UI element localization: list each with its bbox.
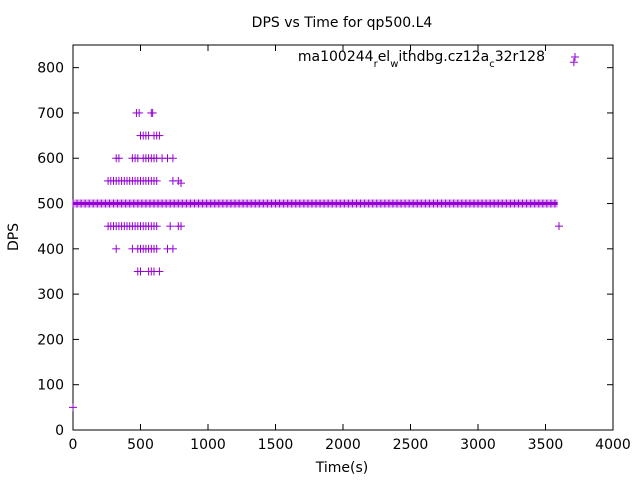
data-point: [152, 176, 161, 185]
data-point: [168, 154, 177, 163]
data-point: [177, 222, 185, 231]
x-tick-label: 500: [127, 437, 154, 453]
y-tick-label: 0: [55, 423, 64, 439]
x-tick-label: 3500: [528, 437, 564, 453]
data-point: [569, 58, 578, 67]
x-tick-label: 3000: [460, 437, 496, 453]
y-tick-label: 500: [37, 197, 64, 213]
x-tick-label: 0: [69, 437, 78, 453]
legend-label: ma100244relwithdbg.cz12ac32r128: [298, 49, 545, 70]
data-point: [571, 53, 579, 61]
series-points: [69, 58, 578, 412]
y-tick-label: 800: [37, 61, 64, 77]
data-point: [148, 108, 157, 117]
x-tick-label: 1500: [258, 437, 294, 453]
y-tick-label: 100: [37, 378, 64, 394]
data-point: [177, 179, 185, 188]
y-tick-label: 300: [37, 287, 64, 303]
y-tick-label: 600: [37, 151, 64, 167]
y-tick-label: 200: [37, 332, 64, 348]
x-tick-label: 2500: [393, 437, 429, 453]
x-tick-label: 4000: [595, 437, 631, 453]
data-point: [69, 403, 77, 412]
data-point: [555, 222, 563, 231]
data-point: [166, 222, 175, 231]
data-point: [152, 222, 161, 231]
data-point: [155, 131, 164, 140]
data-point: [135, 108, 144, 117]
x-axis: 0 500 1000 1500 2000 2500 3000 3500 4000: [69, 45, 631, 453]
data-point: [152, 244, 161, 253]
dense-band-points: [72, 199, 556, 208]
x-tick-label: 2000: [325, 437, 361, 453]
data-point: [114, 154, 123, 163]
x-tick-label: 1000: [190, 437, 226, 453]
x-axis-label: Time(s): [315, 460, 368, 476]
data-point: [136, 267, 145, 276]
data-point: [112, 244, 121, 253]
data-point: [155, 267, 164, 276]
legend-marker: [571, 53, 579, 61]
y-tick-label: 700: [37, 106, 64, 122]
y-axis-label: DPS: [6, 223, 22, 251]
y-axis: 0 100 200 300 400 500 600 700 800: [37, 61, 613, 439]
chart-title: DPS vs Time for qp500.L4: [252, 15, 433, 31]
legend: ma100244relwithdbg.cz12ac32r128: [298, 49, 579, 70]
y-tick-label: 400: [37, 242, 64, 258]
data-point: [168, 244, 177, 253]
